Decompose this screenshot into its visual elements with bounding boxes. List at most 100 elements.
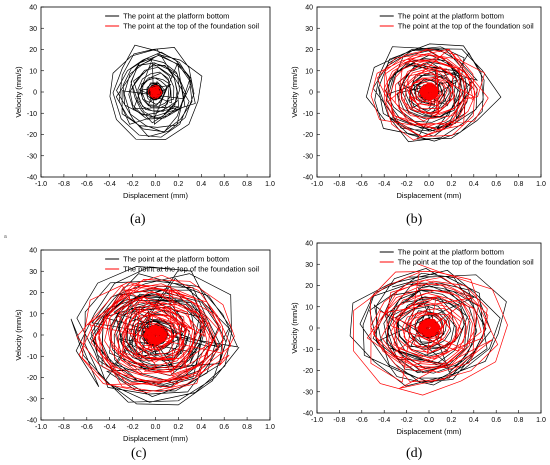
legend-label-0: The point at the platform bottom (123, 12, 229, 21)
legend-label-1: The point at the top of the foundation s… (398, 22, 534, 31)
legend-label-0: The point at the platform bottom (398, 12, 504, 21)
y-tick-label: -20 (303, 132, 313, 139)
x-tick-label: 0.4 (196, 424, 206, 431)
legend-label-1: The point at the top of the foundation s… (123, 265, 259, 274)
x-tick-label: -1.0 (35, 181, 47, 188)
x-tick-label: -0.2 (401, 181, 413, 188)
series-line-1 (147, 84, 163, 100)
x-tick-label: 0.6 (219, 424, 229, 431)
x-tick-label: 0.0 (424, 181, 434, 188)
y-tick-label: 10 (29, 68, 37, 75)
y-axis-title: Velocity (mm/s) (290, 302, 299, 354)
y-tick-label: 30 (305, 26, 313, 33)
x-tick-label: -0.6 (356, 181, 368, 188)
x-tick-label: 0.8 (242, 181, 252, 188)
x-axis-title: Displacement (mm) (396, 191, 462, 200)
x-tick-label: -0.2 (127, 181, 139, 188)
y-tick-label: 20 (305, 283, 313, 290)
series-line-1 (370, 48, 489, 141)
panel-label-d: (d) (406, 446, 423, 461)
y-tick-label: -30 (303, 153, 313, 160)
y-axis-title: Velocity (mm/s) (14, 309, 23, 361)
x-tick-label: -0.8 (58, 181, 70, 188)
x-tick-label: 0.0 (151, 424, 161, 431)
x-tick-label: -0.8 (333, 417, 345, 424)
x-tick-label: -0.4 (104, 424, 116, 431)
x-tick-label: -0.2 (127, 424, 139, 431)
x-tick-label: 0.6 (219, 181, 229, 188)
x-axis-title: Displacement (mm) (123, 191, 189, 200)
y-tick-label: 30 (29, 26, 37, 33)
x-tick-label: 1.0 (536, 181, 546, 188)
x-tick-label: 0.4 (469, 181, 479, 188)
y-tick-label: 10 (305, 304, 313, 311)
x-tick-label: 0.2 (447, 417, 457, 424)
y-tick-label: 30 (305, 262, 313, 269)
y-tick-label: -30 (27, 153, 37, 160)
y-tick-label: 20 (29, 290, 37, 297)
x-tick-label: 1.0 (265, 424, 275, 431)
x-tick-label: 0.4 (196, 181, 206, 188)
x-tick-label: 0.2 (174, 181, 184, 188)
x-tick-label: -1.0 (35, 424, 47, 431)
chart-panel-0: -1.0 -0.8 -0.6 -0.4 -0.2 0.0 0.2 0.4 0.6 0.8 1.0 40… (14, 5, 275, 201)
y-axis-title: Velocity (mm/s) (14, 66, 23, 118)
x-tick-label: -0.6 (81, 181, 93, 188)
y-tick-label: -40 (27, 175, 37, 182)
chart-panel-1: -1.0 -0.8 -0.6 -0.4 -0.2 0.0 0.2 0.4 0.6 0.8 1.0 40… (290, 5, 546, 201)
x-tick-label: -0.2 (401, 417, 413, 424)
x-tick-label: 0.0 (151, 181, 161, 188)
y-tick-label: -10 (303, 111, 313, 118)
x-axis-title: Displacement (mm) (123, 434, 189, 443)
y-tick-label: -40 (303, 175, 313, 182)
panel-label-c: (c) (131, 446, 147, 461)
x-tick-label: 0.0 (424, 417, 434, 424)
y-tick-label: 0 (309, 90, 313, 97)
x-tick-label: 0.4 (469, 417, 479, 424)
y-tick-label: -10 (27, 111, 37, 118)
x-tick-label: 0.8 (514, 181, 524, 188)
y-tick-label: 0 (33, 90, 37, 97)
legend-label-0: The point at the platform bottom (398, 248, 504, 257)
x-tick-label: 0.2 (447, 181, 457, 188)
y-tick-label: -20 (303, 368, 313, 375)
x-tick-label: 0.2 (174, 424, 184, 431)
y-tick-label: 10 (305, 68, 313, 75)
x-tick-label: -0.6 (81, 424, 93, 431)
x-tick-label: -0.8 (333, 181, 345, 188)
y-tick-label: 30 (29, 269, 37, 276)
y-tick-label: 20 (29, 47, 37, 54)
y-tick-label: -20 (27, 132, 37, 139)
x-tick-label: 1.0 (265, 181, 275, 188)
x-tick-label: -0.4 (378, 417, 390, 424)
legend-label-0: The point at the platform bottom (123, 255, 229, 264)
y-tick-label: -10 (27, 354, 37, 361)
x-tick-label: -0.8 (58, 424, 70, 431)
y-tick-label: 20 (305, 47, 313, 54)
legend-label-1: The point at the top of the foundation s… (398, 258, 534, 267)
x-tick-label: -0.4 (378, 181, 390, 188)
y-tick-label: -40 (27, 418, 37, 425)
y-tick-label: -10 (303, 347, 313, 354)
y-tick-label: 40 (305, 241, 313, 248)
panel-label-a: (a) (130, 212, 146, 227)
x-tick-label: 0.8 (242, 424, 252, 431)
x-tick-label: 0.6 (491, 181, 501, 188)
y-tick-label: 0 (33, 333, 37, 340)
x-tick-label: -1.0 (311, 181, 323, 188)
y-tick-label: 40 (305, 5, 313, 12)
y-tick-label: 0 (309, 326, 313, 333)
x-tick-label: 1.0 (536, 417, 546, 424)
y-tick-label: 40 (29, 248, 37, 255)
legend-label-1: The point at the top of the foundation s… (123, 22, 259, 31)
chart-panel-2: -1.0 -0.8 -0.6 -0.4 -0.2 0.0 0.2 0.4 0.6 0.8 1.0 40… (14, 248, 275, 444)
x-tick-label: -0.6 (356, 417, 368, 424)
x-axis-title: Displacement (mm) (396, 427, 462, 436)
panel-label-b: (b) (406, 212, 423, 227)
y-axis-title: Velocity (mm/s) (290, 66, 299, 118)
stray-mark: a (4, 234, 7, 240)
y-tick-label: -30 (303, 389, 313, 396)
x-tick-label: -0.4 (104, 181, 116, 188)
series-line-1 (353, 263, 508, 396)
